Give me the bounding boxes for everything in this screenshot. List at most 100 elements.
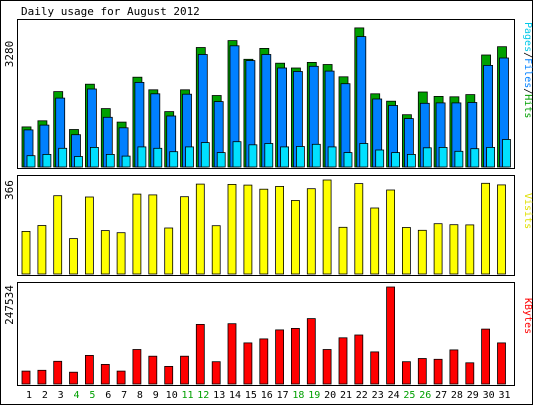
- pages-bar-day-23: [375, 149, 385, 168]
- kbytes-bar-day-20: [322, 349, 332, 385]
- kbytes-bar-day-24: [386, 286, 396, 385]
- kbytes-bar-day-17: [275, 329, 285, 385]
- visits-bar-day-20: [322, 179, 332, 275]
- visits-panel-legend: Visits: [522, 193, 533, 229]
- kbytes-bar-day-22: [354, 334, 364, 385]
- pages-bar-day-25: [406, 153, 416, 168]
- kbytes-bar-day-7: [116, 370, 126, 385]
- visits-bar-day-4: [69, 238, 78, 275]
- day-label-30: 30: [483, 390, 495, 401]
- visits-bar-day-24: [386, 189, 396, 275]
- day-label-22: 22: [356, 390, 368, 401]
- visits-bar-day-6: [100, 230, 110, 275]
- day-label-4: 4: [73, 390, 79, 401]
- day-label-1: 1: [26, 390, 32, 401]
- kbytes-bar-day-6: [100, 363, 110, 385]
- day-label-25: 25: [403, 390, 415, 401]
- day-label-2: 2: [42, 390, 48, 401]
- legend-files: Files: [522, 58, 533, 88]
- kbytes-bar-day-21: [338, 337, 348, 385]
- visits-bar-day-28: [449, 224, 459, 275]
- visits-bar-day-3: [53, 195, 63, 275]
- visits-ymax-label: 366: [3, 180, 16, 200]
- visits-bar-day-22: [354, 183, 364, 275]
- day-label-7: 7: [121, 390, 127, 401]
- kbytes-bar-day-4: [69, 371, 78, 385]
- kbytes-bar-day-9: [148, 355, 158, 385]
- pages-bar-day-17: [280, 146, 290, 168]
- visits-bar-day-9: [148, 194, 158, 275]
- pages-bar-day-12: [200, 142, 210, 168]
- legend-pages: Pages: [522, 22, 533, 52]
- visits-bar-day-26: [417, 229, 427, 275]
- visits-bar-day-30: [481, 182, 491, 275]
- day-label-13: 13: [213, 390, 225, 401]
- day-label-19: 19: [308, 390, 320, 401]
- day-label-6: 6: [105, 390, 111, 401]
- pages-bar-day-3: [58, 147, 68, 168]
- pages-bar-day-21: [343, 152, 353, 168]
- day-label-3: 3: [58, 390, 64, 401]
- visits-bar-day-13: [211, 225, 221, 275]
- kbytes-bar-day-12: [195, 323, 205, 385]
- pages-bar-day-10: [169, 151, 179, 168]
- day-label-15: 15: [245, 390, 257, 401]
- pages-bar-day-2: [42, 153, 52, 168]
- pages-bar-day-6: [105, 153, 115, 168]
- pages-bar-day-14: [232, 141, 242, 168]
- kbytes-bar-day-31: [497, 342, 506, 385]
- pages-bar-day-24: [391, 152, 401, 168]
- pages-bar-day-9: [153, 147, 163, 168]
- day-label-11: 11: [181, 390, 193, 401]
- pages-bar-day-19: [311, 143, 321, 168]
- day-label-31: 31: [498, 390, 510, 401]
- day-label-layer: 1 2 3 4 5 6 7 8 9 10 11 12 13 14 15 16 17 18 19 20 21 22 23 24 2…: [26, 390, 511, 401]
- pages-bar-day-5: [90, 146, 99, 168]
- kbytes-bar-day-2: [37, 369, 47, 385]
- kbytes-panel-legend: KBytes: [522, 298, 533, 334]
- pages-bar-day-26: [422, 147, 432, 168]
- visits-bar-day-10: [164, 227, 174, 275]
- visits-bar-day-25: [401, 227, 411, 275]
- legend-sep-1: /: [522, 52, 533, 58]
- day-label-26: 26: [419, 390, 431, 401]
- pages-bar-day-20: [327, 146, 337, 168]
- visits-bar-day-12: [195, 183, 205, 275]
- pages-bar-day-28: [454, 150, 464, 168]
- pages-bar-day-15: [248, 144, 258, 168]
- visits-bar-day-1: [21, 230, 31, 275]
- kbytes-bar-day-25: [401, 361, 411, 385]
- kbytes-bar-day-15: [243, 342, 253, 385]
- legend-sep-2: /: [522, 88, 533, 94]
- kbytes-bar-day-14: [227, 323, 237, 385]
- pages-bar-day-18: [295, 146, 305, 168]
- bar-layer: [21, 27, 511, 385]
- kbytes-bar-day-5: [85, 354, 94, 385]
- day-label-20: 20: [324, 390, 336, 401]
- visits-bar-day-2: [37, 225, 47, 275]
- pages-bar-day-13: [216, 152, 226, 168]
- pages-bar-day-31: [502, 139, 511, 168]
- day-label-5: 5: [89, 390, 95, 401]
- visits-bar-day-11: [180, 196, 189, 275]
- day-label-8: 8: [137, 390, 143, 401]
- kbytes-bar-day-10: [164, 365, 174, 385]
- kbytes-bar-day-16: [259, 338, 269, 385]
- kbytes-bar-day-26: [417, 358, 427, 385]
- chart-title: Daily usage for August 2012: [21, 5, 200, 18]
- day-label-29: 29: [467, 390, 479, 401]
- day-label-12: 12: [197, 390, 209, 401]
- day-label-16: 16: [261, 390, 273, 401]
- kbytes-bar-day-3: [53, 360, 63, 385]
- pages-bar-day-4: [74, 156, 83, 168]
- kbytes-bar-day-19: [306, 318, 316, 385]
- pages-bar-day-8: [137, 146, 147, 168]
- kbytes-bar-day-11: [180, 355, 189, 385]
- day-label-18: 18: [292, 390, 304, 401]
- visits-bar-day-5: [85, 196, 94, 275]
- day-label-24: 24: [388, 390, 400, 401]
- kbytes-bar-day-8: [132, 349, 142, 385]
- kbytes-bar-day-29: [465, 362, 475, 385]
